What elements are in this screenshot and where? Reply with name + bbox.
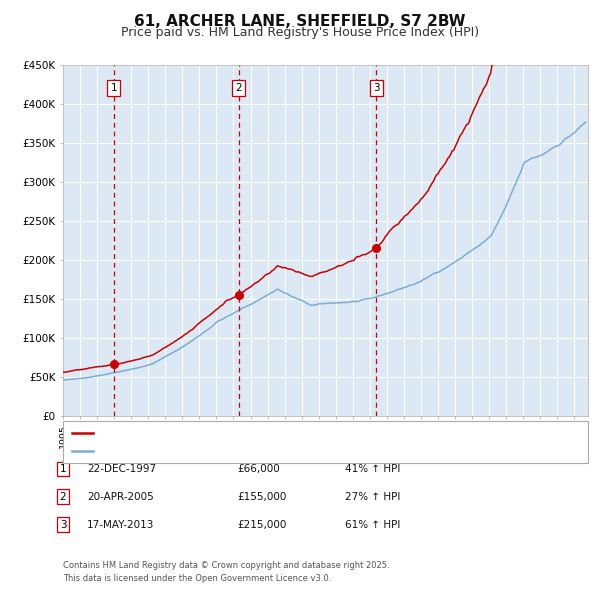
Text: £66,000: £66,000: [237, 464, 280, 474]
Text: 2: 2: [235, 83, 242, 93]
Text: 20-APR-2005: 20-APR-2005: [87, 492, 154, 502]
Text: 61% ↑ HPI: 61% ↑ HPI: [345, 520, 400, 529]
Text: £155,000: £155,000: [237, 492, 286, 502]
Text: 17-MAY-2013: 17-MAY-2013: [87, 520, 154, 529]
Text: 27% ↑ HPI: 27% ↑ HPI: [345, 492, 400, 502]
Text: 1: 1: [110, 83, 117, 93]
Text: 3: 3: [59, 520, 67, 529]
Text: Price paid vs. HM Land Registry's House Price Index (HPI): Price paid vs. HM Land Registry's House …: [121, 26, 479, 39]
Text: £215,000: £215,000: [237, 520, 286, 529]
Text: HPI: Average price, semi-detached house, Sheffield: HPI: Average price, semi-detached house,…: [97, 446, 353, 456]
Text: 3: 3: [373, 83, 380, 93]
Text: 61, ARCHER LANE, SHEFFIELD, S7 2BW: 61, ARCHER LANE, SHEFFIELD, S7 2BW: [134, 14, 466, 29]
Text: Contains HM Land Registry data © Crown copyright and database right 2025.
This d: Contains HM Land Registry data © Crown c…: [63, 562, 389, 583]
Text: 22-DEC-1997: 22-DEC-1997: [87, 464, 156, 474]
Text: 41% ↑ HPI: 41% ↑ HPI: [345, 464, 400, 474]
Text: 2: 2: [59, 492, 67, 502]
Text: 1: 1: [59, 464, 67, 474]
Text: 61, ARCHER LANE, SHEFFIELD, S7 2BW (semi-detached house): 61, ARCHER LANE, SHEFFIELD, S7 2BW (semi…: [97, 428, 410, 438]
